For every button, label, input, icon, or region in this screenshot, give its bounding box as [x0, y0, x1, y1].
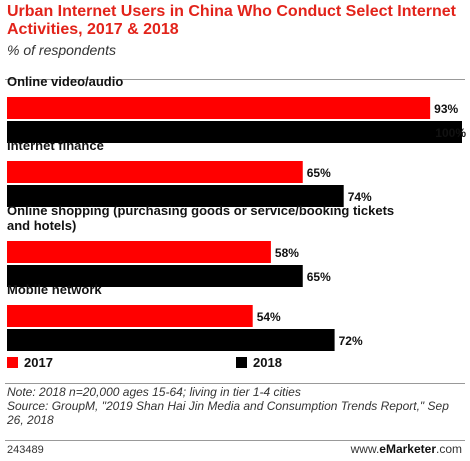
category-label: Online shopping (purchasing goods or ser…	[7, 203, 394, 218]
category-label: Online video/audio	[7, 74, 123, 89]
category-label: and hotels)	[7, 218, 76, 233]
bar-2018-0	[7, 121, 462, 143]
note-text: Note: 2018 n=20,000 ages 15-64; living i…	[7, 385, 301, 399]
bar-2017-2	[7, 241, 271, 263]
bottom-divider	[5, 383, 465, 384]
value-label: 54%	[257, 310, 281, 324]
value-label: 65%	[307, 270, 331, 284]
bar-2017-3	[7, 305, 253, 327]
chart-notes: Note: 2018 n=20,000 ages 15-64; living i…	[7, 385, 462, 427]
legend-swatch-2017	[7, 357, 18, 368]
chart-subtitle: % of respondents	[7, 42, 116, 58]
brand-name: eMarketer	[379, 442, 436, 456]
value-label: 65%	[307, 166, 331, 180]
source-text: Source: GroupM, "2019 Shan Hai Jin Media…	[7, 399, 449, 427]
bar-chart: Online video/audio 93% 100% Internet financ…	[7, 74, 466, 370]
value-label: 93%	[434, 102, 458, 116]
bar-2018-1	[7, 185, 344, 207]
bar-2017-0	[7, 97, 431, 119]
legend-label-2017: 2017	[24, 355, 53, 370]
brand-suffix: .com	[435, 442, 462, 456]
chart-id: 243489	[7, 444, 44, 456]
bar-2018-2	[7, 265, 303, 287]
value-label: 72%	[339, 334, 363, 348]
value-label: 74%	[348, 190, 372, 204]
legend-swatch-2018	[236, 357, 247, 368]
brand-link[interactable]: www.eMarketer.com	[351, 442, 462, 456]
category-label: Internet finance	[7, 138, 104, 153]
value-label: 58%	[275, 246, 299, 260]
chart-title: Urban Internet Users in China Who Conduc…	[7, 3, 456, 38]
category-label: Mobile network	[7, 282, 102, 297]
bar-2017-1	[7, 161, 303, 183]
bar-2018-3	[7, 329, 335, 351]
footer-divider	[5, 440, 465, 441]
brand-prefix: www.	[350, 442, 380, 456]
value-label: 100%	[435, 126, 466, 140]
legend-label-2018: 2018	[253, 355, 282, 370]
top-divider	[5, 79, 465, 80]
